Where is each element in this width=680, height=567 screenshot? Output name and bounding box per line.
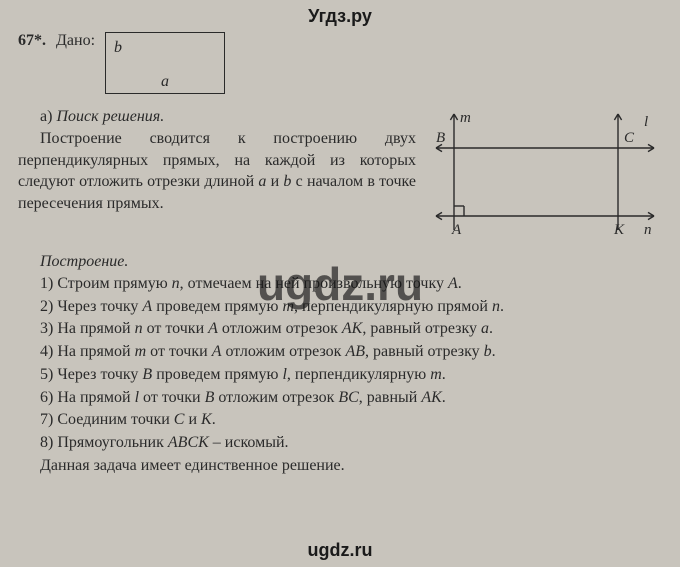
step-var: C bbox=[174, 411, 185, 428]
step-line: 8) Прямоугольник ABCK – искомый. bbox=[18, 432, 662, 455]
step-text: отложим отрезок bbox=[221, 343, 345, 360]
final-line: Данная задача имеет единственное решение… bbox=[18, 455, 662, 478]
step-line: 3) На прямой n от точки A отложим отрезо… bbox=[18, 318, 662, 341]
step-var: a bbox=[481, 320, 489, 337]
step-text: . bbox=[500, 298, 504, 315]
section-label: а) bbox=[40, 108, 52, 125]
construction-steps: 1) Строим прямую n, отмечаем на ней прои… bbox=[18, 273, 662, 477]
step-text: , отмечаем на ней произвольную точку bbox=[180, 275, 448, 292]
step-line: 7) Соединим точки C и K. bbox=[18, 409, 662, 432]
step-var: B bbox=[142, 366, 152, 383]
step-var: m bbox=[135, 343, 147, 360]
step-text: . bbox=[489, 320, 493, 337]
step-text: , равный отрезку bbox=[362, 320, 481, 337]
given-label: Дано: bbox=[56, 32, 95, 50]
step-var: n bbox=[172, 275, 180, 292]
step-text: 4) На прямой bbox=[40, 343, 135, 360]
given-rectangle: b a bbox=[105, 32, 225, 94]
side-label-b: b bbox=[114, 39, 122, 57]
svg-text:B: B bbox=[436, 130, 445, 146]
step-var: ABCK bbox=[168, 434, 209, 451]
step-text: , перпендикулярную bbox=[287, 366, 430, 383]
problem-number: 67*. bbox=[18, 32, 46, 50]
step-var: b bbox=[484, 343, 492, 360]
step-var: BC bbox=[338, 389, 358, 406]
svg-text:n: n bbox=[644, 222, 652, 238]
step-var: A bbox=[448, 275, 458, 292]
step-line: 4) На прямой m от точки A отложим отрезо… bbox=[18, 341, 662, 364]
step-text: и bbox=[184, 411, 201, 428]
step-var: m bbox=[430, 366, 442, 383]
step-var: B bbox=[205, 389, 215, 406]
step-line: 2) Через точку A проведем прямую m, перп… bbox=[18, 296, 662, 319]
step-var: A bbox=[142, 298, 152, 315]
step-var: AK bbox=[421, 389, 441, 406]
step-var: n bbox=[135, 320, 143, 337]
construction-title: Построение. bbox=[18, 253, 662, 271]
step-text: от точки bbox=[146, 343, 212, 360]
subtitle-text: Поиск решения. bbox=[56, 108, 164, 125]
svg-text:K: K bbox=[613, 222, 625, 238]
watermark-bottom: ugdz.ru bbox=[0, 540, 680, 561]
step-text: отложим отрезок bbox=[218, 320, 342, 337]
side-label-a: a bbox=[161, 73, 169, 91]
step-line: 1) Строим прямую n, отмечаем на ней прои… bbox=[18, 273, 662, 296]
step-text: 7) Соединим точки bbox=[40, 411, 174, 428]
step-text: 2) Через точку bbox=[40, 298, 142, 315]
svg-text:A: A bbox=[451, 222, 462, 238]
watermark-top: Угдз.ру bbox=[0, 6, 680, 27]
step-text: , равный отрезку bbox=[365, 343, 484, 360]
svg-text:m: m bbox=[460, 110, 471, 126]
step-text: проведем прямую bbox=[152, 298, 282, 315]
step-text: 6) На прямой bbox=[40, 389, 135, 406]
given-row: 67*. Дано: b a bbox=[18, 32, 662, 94]
step-var: n bbox=[492, 298, 500, 315]
step-text: 3) На прямой bbox=[40, 320, 135, 337]
step-var: AK bbox=[342, 320, 362, 337]
step-text: . bbox=[212, 411, 216, 428]
step-text: – искомый. bbox=[209, 434, 289, 451]
para-and: и bbox=[266, 173, 283, 190]
step-text: , равный bbox=[359, 389, 422, 406]
search-paragraph: Построение сводится к построению двух пе… bbox=[18, 128, 416, 214]
step-text: от точки bbox=[139, 389, 205, 406]
step-text: . bbox=[492, 343, 496, 360]
step-text: проведем прямую bbox=[152, 366, 282, 383]
subtitle-search: а) Поиск решения. bbox=[18, 108, 416, 126]
step-text: от точки bbox=[143, 320, 209, 337]
svg-text:C: C bbox=[624, 130, 635, 146]
step-var: K bbox=[201, 411, 212, 428]
step-text: . bbox=[442, 389, 446, 406]
step-text: . bbox=[442, 366, 446, 383]
step-var: AB bbox=[345, 343, 365, 360]
step-var: A bbox=[212, 343, 222, 360]
step-var: m bbox=[282, 298, 294, 315]
step-var: A bbox=[208, 320, 218, 337]
geometry-figure: m l n A K B C bbox=[432, 108, 658, 238]
step-text: отложим отрезок bbox=[214, 389, 338, 406]
section-a: а) Поиск решения. Построение сводится к … bbox=[18, 108, 662, 243]
svg-text:l: l bbox=[644, 114, 648, 130]
step-line: 5) Через точку B проведем прямую l, перп… bbox=[18, 364, 662, 387]
step-text: 1) Строим прямую bbox=[40, 275, 172, 292]
step-line: 6) На прямой l от точки B отложим отрезо… bbox=[18, 387, 662, 410]
step-text: 5) Через точку bbox=[40, 366, 142, 383]
step-text: 8) Прямоугольник bbox=[40, 434, 168, 451]
step-text: . bbox=[458, 275, 462, 292]
page-content: 67*. Дано: b a а) Поиск решения. Построе… bbox=[0, 0, 680, 507]
step-text: , перпендикулярную прямой bbox=[294, 298, 492, 315]
